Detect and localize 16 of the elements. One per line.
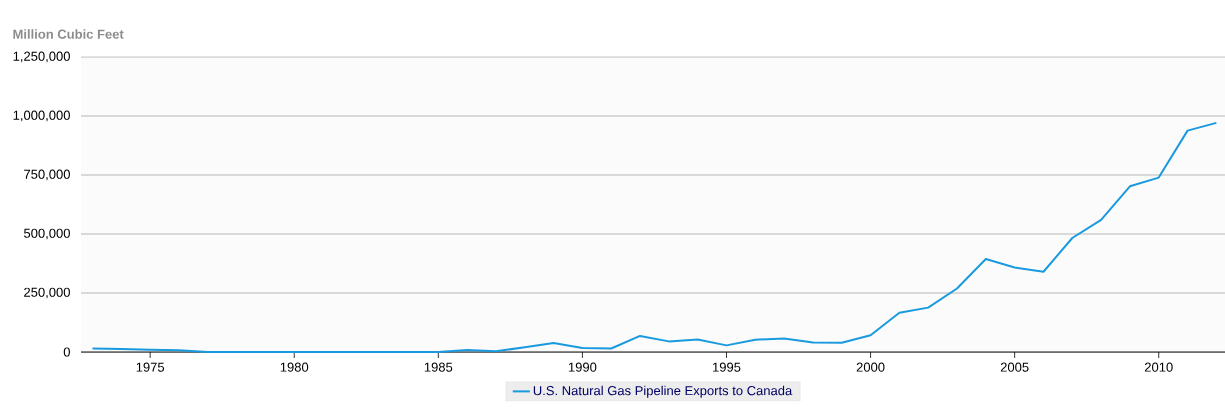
legend-label: U.S. Natural Gas Pipeline Exports to Canada — [533, 385, 793, 398]
x-tick-label: 1995 — [713, 362, 741, 372]
x-tick-label: 2000 — [856, 362, 885, 372]
y-tick-label: 500,000 — [24, 228, 70, 240]
y-tick-label: 0 — [63, 347, 70, 357]
y-axis-title: Million Cubic Feet — [13, 29, 124, 39]
x-tick-label: 1975 — [136, 362, 165, 372]
y-tick-label: 750,000 — [24, 169, 70, 181]
x-tick-label: 1985 — [424, 362, 453, 372]
y-tick-label: 1,250,000 — [13, 51, 70, 63]
x-tick-label: 1990 — [568, 362, 597, 372]
y-tick-label: 1,000,000 — [13, 110, 70, 122]
x-tick-label: 2005 — [1000, 362, 1029, 372]
y-tick-label: 250,000 — [24, 287, 70, 299]
x-tick-label: 2010 — [1144, 362, 1173, 372]
x-tick-label: 1980 — [280, 362, 309, 372]
